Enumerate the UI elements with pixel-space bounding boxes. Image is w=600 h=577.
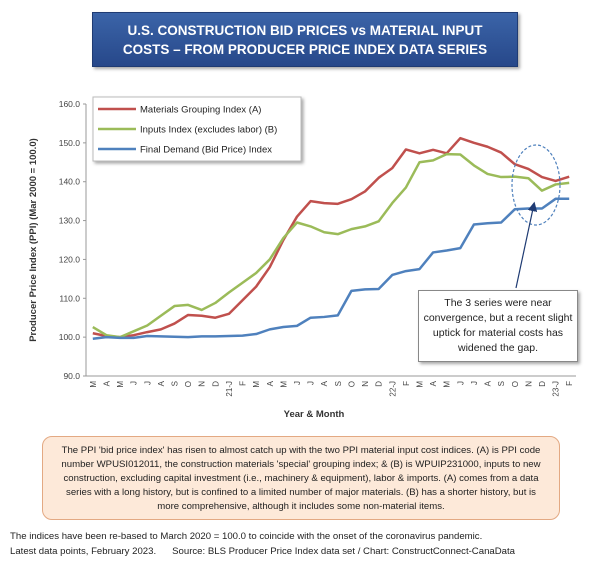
x-axis-title: Year & Month bbox=[284, 409, 345, 420]
legend-label: Materials Grouping Index (A) bbox=[140, 105, 261, 116]
y-tick-label: 90.0 bbox=[63, 371, 80, 381]
x-tick-label: J bbox=[456, 381, 465, 385]
x-tick-label: N bbox=[361, 381, 370, 387]
x-tick-label: D bbox=[538, 381, 547, 387]
plot-lines bbox=[92, 136, 570, 340]
x-tick-label: J bbox=[293, 381, 302, 385]
x-tick-label: F bbox=[402, 381, 411, 386]
legend-label: Inputs Index (excludes labor) (B) bbox=[140, 125, 277, 136]
note-box: The PPI 'bid price index' has risen to a… bbox=[42, 436, 560, 520]
x-tick-label: F bbox=[239, 381, 248, 386]
x-tick-label: J bbox=[470, 381, 479, 385]
x-tick-label: J bbox=[307, 381, 316, 385]
y-tick-label: 100.0 bbox=[59, 332, 81, 342]
x-tick-label: M bbox=[89, 381, 98, 388]
y-axis-title: Producer Price Index (PPI) (Mar 2000 = 1… bbox=[28, 138, 39, 342]
chart-title: U.S. CONSTRUCTION BID PRICES vs MATERIAL… bbox=[92, 12, 518, 67]
x-tick-label: 22-J bbox=[388, 381, 397, 397]
x-tick-label: N bbox=[198, 381, 207, 387]
series-line bbox=[92, 152, 570, 339]
highlight-ellipse bbox=[511, 144, 561, 226]
x-tick-label: F bbox=[565, 381, 574, 386]
x-tick-label: 23-J bbox=[552, 381, 561, 397]
x-tick-label: O bbox=[184, 381, 193, 387]
x-tick-label: J bbox=[130, 381, 139, 385]
annotation-arrow bbox=[515, 201, 538, 289]
annotation: The 3 series were near convergence, but … bbox=[418, 290, 578, 362]
x-tick-label: M bbox=[443, 381, 452, 388]
x-tick-label: A bbox=[266, 380, 275, 386]
x-tick-label: N bbox=[524, 381, 533, 387]
y-tick-label: 130.0 bbox=[59, 216, 81, 226]
y-tick-label: 140.0 bbox=[59, 177, 81, 187]
x-tick-label: M bbox=[116, 381, 125, 388]
footnote: The indices have been re-based to March … bbox=[10, 531, 483, 542]
legend: Materials Grouping Index (A) Inputs Index… bbox=[98, 105, 277, 156]
series-line bbox=[92, 197, 570, 340]
y-tick-label: 120.0 bbox=[59, 254, 81, 264]
y-tick-label: 160.0 bbox=[59, 99, 81, 109]
x-tick-label: O bbox=[511, 381, 520, 387]
x-tick-label: S bbox=[334, 381, 343, 386]
x-tick-label: O bbox=[347, 381, 356, 387]
y-tick-label: 110.0 bbox=[59, 293, 80, 303]
x-tick-label: A bbox=[102, 380, 111, 386]
x-tick-label: M bbox=[415, 381, 424, 388]
x-tick-label: A bbox=[484, 380, 493, 386]
x-tick-label: D bbox=[375, 381, 384, 387]
x-tick-label: A bbox=[429, 380, 438, 386]
x-tick-label: A bbox=[157, 380, 166, 386]
x-tick-label: J bbox=[143, 381, 152, 385]
x-tick-label: M bbox=[279, 381, 288, 388]
x-tick-label: S bbox=[170, 381, 179, 386]
x-tick-label: S bbox=[497, 381, 506, 386]
y-tick-label: 150.0 bbox=[59, 138, 81, 148]
x-tick-label: 21-J bbox=[225, 381, 234, 397]
x-tick-label: D bbox=[211, 381, 220, 387]
legend-label: Final Demand (Bid Price) Index bbox=[140, 145, 272, 156]
footnote: Latest data points, February 2023. Sourc… bbox=[10, 546, 516, 557]
x-tick-label: A bbox=[320, 380, 329, 386]
series-line bbox=[92, 136, 570, 339]
x-tick-label: M bbox=[252, 381, 261, 388]
